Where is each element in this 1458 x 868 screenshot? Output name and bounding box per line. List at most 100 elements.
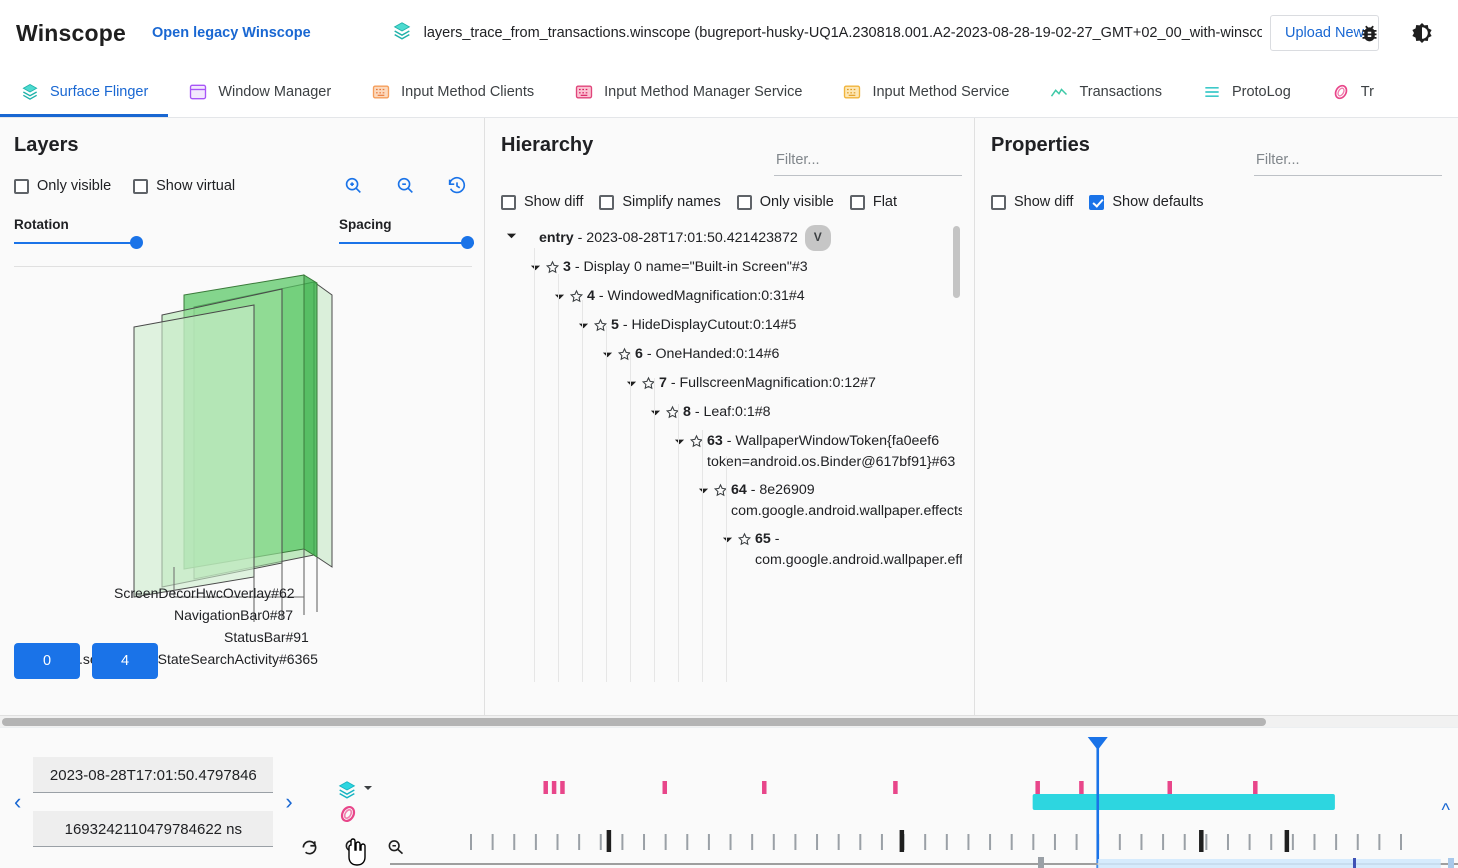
hierarchy-only-visible-checkbox[interactable]: Only visible [736, 194, 834, 210]
pin-star-icon[interactable] [569, 286, 587, 309]
expand-arrow-icon[interactable] [693, 480, 713, 496]
timeline-scrollbar-thumb[interactable] [1097, 859, 1441, 868]
node-label[interactable]: 63 - WallpaperWindowToken{fa0eef6 token=… [707, 432, 956, 471]
transition-marker[interactable] [551, 781, 557, 794]
sf-trace-toggle[interactable] [336, 779, 374, 801]
open-legacy-winscope-link[interactable]: Open legacy Winscope [152, 25, 311, 41]
expand-arrow-icon[interactable] [501, 225, 521, 241]
next-entry-button[interactable]: › [279, 789, 298, 815]
pin-star-icon[interactable] [665, 402, 683, 425]
pin-star-icon[interactable] [641, 373, 659, 396]
dark-mode-icon[interactable] [1406, 17, 1438, 49]
tab-window-manager[interactable]: Window Manager [168, 66, 351, 117]
pin-star-icon[interactable] [713, 480, 731, 503]
tab-protolog[interactable]: ProtoLog [1182, 66, 1311, 117]
timeline-canvas[interactable] [390, 728, 1458, 868]
node-label[interactable]: 8 - Leaf:0:1#8 [683, 403, 771, 420]
timeline-scrollbar-handle[interactable] [1038, 857, 1044, 868]
tree-node-4[interactable]: 4 - WindowedMagnification:0:31#4 [501, 283, 948, 312]
pin-star-icon[interactable] [545, 257, 563, 280]
spacing-slider[interactable] [339, 236, 474, 250]
transition-marker[interactable] [560, 781, 565, 794]
layers-3d-view[interactable]: ScreenDecorHwcOverlay#62 NavigationBar0#… [14, 267, 472, 687]
node-label[interactable]: 4 - WindowedMagnification:0:31#4 [587, 287, 805, 304]
timeline-track-area[interactable]: ^ [390, 728, 1458, 868]
zoom-out-icon[interactable] [390, 171, 420, 201]
transition-marker[interactable] [1167, 781, 1173, 794]
pin-star-icon[interactable] [593, 315, 611, 338]
hierarchy-filter-box[interactable] [774, 148, 962, 176]
expand-arrow-icon[interactable] [573, 315, 593, 331]
node-label[interactable]: 6 - OneHanded:0:14#6 [635, 345, 780, 362]
display-button-0[interactable]: 0 [14, 643, 80, 679]
chevron-down-icon[interactable] [362, 781, 374, 799]
node-label[interactable]: 5 - HideDisplayCutout:0:14#5 [611, 316, 797, 333]
layer-rects[interactable] [14, 267, 484, 667]
hierarchy-simplify-names-checkbox[interactable]: Simplify names [599, 194, 721, 210]
playhead-handle[interactable] [1087, 737, 1108, 750]
tab-input-method-service[interactable]: Input Method Service [822, 66, 1029, 117]
transition-marker[interactable] [662, 781, 668, 794]
tab-input-method-clients[interactable]: Input Method Clients [351, 66, 554, 117]
tree-node-65[interactable]: 65 - com.google.android.wallpaper.effect… [501, 526, 962, 575]
properties-show-defaults-checkbox[interactable]: Show defaults [1089, 194, 1203, 210]
tree-node-63[interactable]: 63 - WallpaperWindowToken{fa0eef6 token=… [501, 428, 955, 477]
node-label[interactable]: 64 - 8e26909 com.google.android.wallpape… [731, 481, 962, 520]
transition-marker[interactable] [762, 781, 767, 794]
expand-arrow-icon[interactable] [549, 286, 569, 302]
horizontal-scrollbar[interactable] [0, 715, 1458, 727]
human-timestamp-input[interactable]: 2023-08-28T17:01:50.4797846 [33, 756, 274, 793]
tab-transitions[interactable]: Tr [1311, 66, 1394, 117]
transitions-trace-toggle[interactable] [337, 803, 359, 825]
rect-label-search-activity[interactable]: ssaging.ui.search.ZeroStateSearchActivit… [16, 651, 318, 667]
rect-label-navigation-bar[interactable]: NavigationBar0#87 [174, 607, 294, 623]
hierarchy-flat-checkbox[interactable]: Flat [849, 194, 897, 210]
ns-timestamp-input[interactable]: 1693242110479784622 ns [33, 810, 274, 847]
bug-report-icon[interactable] [1355, 19, 1384, 48]
zoom-in-icon[interactable] [338, 171, 368, 201]
transition-marker[interactable] [543, 781, 548, 794]
tree-node-7[interactable]: 7 - FullscreenMagnification:0:12#7 [501, 370, 948, 399]
properties-filter-input[interactable] [1256, 152, 1440, 168]
hierarchy-scrollbar[interactable] [953, 226, 960, 298]
restore-view-icon[interactable] [442, 171, 472, 201]
show-virtual-checkbox[interactable]: Show virtual [133, 178, 235, 194]
node-label[interactable]: 3 - Display 0 name="Built-in Screen"#3 [563, 258, 808, 275]
timeline-zoom-in-icon[interactable] [338, 833, 367, 862]
hierarchy-show-diff-checkbox[interactable]: Show diff [501, 194, 583, 210]
tree-node-64[interactable]: 64 - 8e26909 com.google.android.wallpape… [501, 477, 962, 526]
display-button-4[interactable]: 4 [92, 643, 158, 679]
expand-arrow-icon[interactable] [669, 431, 689, 447]
hierarchy-tree[interactable]: entry - 2023-08-28T17:01:50.421423872 V 3 … [501, 222, 962, 682]
tree-node-entry[interactable]: entry - 2023-08-28T17:01:50.421423872 V [501, 222, 948, 254]
slider-knob[interactable] [130, 236, 143, 249]
properties-show-diff-checkbox[interactable]: Show diff [991, 194, 1073, 210]
timeline-zoom-out-icon[interactable] [381, 833, 410, 862]
expand-arrow-icon[interactable] [717, 529, 737, 545]
node-label[interactable]: entry - 2023-08-28T17:01:50.421423872 V [539, 225, 831, 251]
expand-arrow-icon[interactable] [621, 373, 641, 389]
transition-marker[interactable] [1035, 781, 1040, 794]
prev-entry-button[interactable]: ‹ [8, 789, 27, 815]
rect-label-status-bar[interactable]: StatusBar#91 [224, 629, 309, 645]
transition-marker[interactable] [1079, 781, 1084, 794]
expand-arrow-icon[interactable] [525, 257, 545, 273]
only-visible-checkbox[interactable]: Only visible [14, 178, 111, 194]
tree-node-5[interactable]: 5 - HideDisplayCutout:0:14#5 [501, 312, 948, 341]
rotation-slider[interactable] [14, 236, 143, 250]
pin-star-icon[interactable] [737, 529, 755, 552]
properties-filter-box[interactable] [1254, 148, 1442, 176]
transition-marker[interactable] [893, 781, 898, 794]
pin-star-icon[interactable] [617, 344, 635, 367]
rect-label-screen-decor[interactable]: ScreenDecorHwcOverlay#62 [114, 585, 295, 601]
tab-input-method-manager-service[interactable]: Input Method Manager Service [554, 66, 822, 117]
restore-zoom-icon[interactable] [295, 833, 324, 862]
upload-new-button[interactable]: Upload New [1270, 15, 1379, 51]
tab-surface-flinger[interactable]: Surface Flinger [0, 66, 169, 117]
surface-flinger-trace-bar[interactable] [1032, 794, 1335, 810]
tree-node-6[interactable]: 6 - OneHanded:0:14#6 [501, 341, 948, 370]
tree-node-8[interactable]: 8 - Leaf:0:1#8 [501, 399, 948, 428]
expand-arrow-icon[interactable] [597, 344, 617, 360]
expand-timeline-button[interactable]: ^ [1441, 800, 1450, 820]
scrollbar-thumb[interactable] [2, 718, 1266, 726]
